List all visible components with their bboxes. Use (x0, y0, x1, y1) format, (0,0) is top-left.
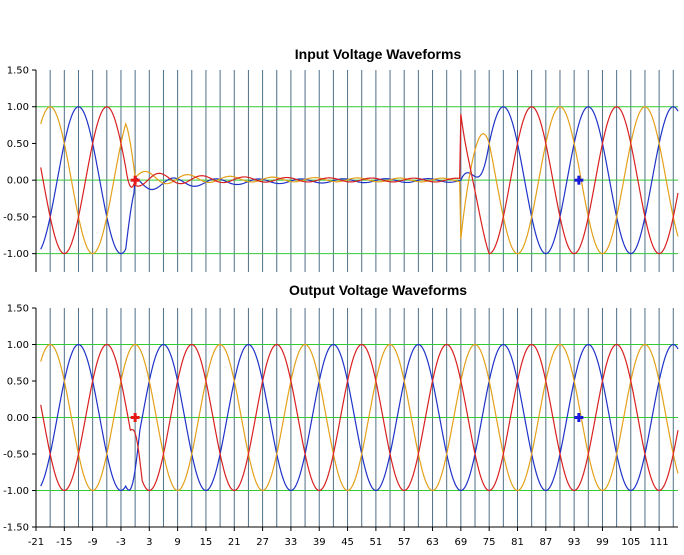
waveform-series-phase-b (40, 343, 679, 492)
x-tick-label: 33 (285, 537, 298, 548)
x-tick-label: 15 (200, 537, 213, 548)
cursor-marker[interactable] (574, 175, 584, 185)
y-tick-label: -0.50 (3, 212, 29, 223)
y-tick-label: 0.50 (7, 139, 29, 150)
y-tick-label: 0.50 (7, 377, 29, 388)
input-chart-title: Input Voltage Waveforms (295, 46, 462, 62)
x-tick-label: 57 (398, 537, 411, 548)
x-tick-label: 111 (650, 537, 669, 548)
y-tick-label: -0.50 (3, 450, 29, 461)
x-tick-label: 51 (370, 537, 383, 548)
y-tick-label: 1.00 (7, 340, 29, 351)
x-tick-label: 105 (621, 537, 640, 548)
y-tick-label: 0.00 (7, 176, 29, 187)
cursor-marker[interactable] (574, 413, 584, 422)
x-tick-label: 45 (341, 537, 354, 548)
waveform-series-phase-c (40, 343, 679, 492)
x-tick-label: 81 (511, 537, 524, 548)
x-tick-label: -15 (56, 537, 72, 548)
y-tick-label: 0.00 (7, 413, 29, 424)
cursor-marker[interactable] (130, 413, 140, 422)
x-tick-label: 63 (426, 537, 439, 548)
x-tick-label: 39 (313, 537, 326, 548)
y-tick-label: -1.00 (3, 249, 29, 260)
waveform-series-phase-a (40, 106, 679, 255)
x-tick-label: -9 (88, 537, 98, 548)
x-tick-label: 87 (539, 537, 552, 548)
input-voltage-plot: -1.00 -0.50 0.00 0.50 1.00 1.50 (3, 66, 679, 272)
output-chart-title: Output Voltage Waveforms (289, 282, 467, 298)
x-tick-label: 69 (454, 537, 467, 548)
y-tick-label: 1.50 (7, 66, 29, 77)
y-tick-label: 1.00 (7, 102, 29, 113)
x-tick-label: -21 (28, 537, 44, 548)
y-tick-label: -1.50 (3, 523, 29, 534)
x-tick-label: 93 (568, 537, 581, 548)
waveform-series-phase-c (40, 106, 679, 255)
x-tick-label: -3 (116, 537, 126, 548)
x-tick-label: 9 (174, 537, 180, 548)
y-tick-label: 1.50 (7, 304, 29, 315)
x-tick-label: 99 (596, 537, 609, 548)
x-tick-label: 27 (256, 537, 269, 548)
waveform-series-phase-a (40, 343, 679, 492)
output-voltage-plot: -1.50 -1.00 -0.50 0.00 0.50 1.00 1.50 -21 -15 -9 -… (3, 304, 679, 548)
waveform-series-phase-b (40, 106, 679, 255)
x-tick-label: 21 (228, 537, 241, 548)
cursor-marker[interactable] (130, 175, 140, 185)
y-tick-label: -1.00 (3, 486, 29, 497)
x-tick-label: 75 (483, 537, 496, 548)
x-tick-label: 3 (146, 537, 152, 548)
